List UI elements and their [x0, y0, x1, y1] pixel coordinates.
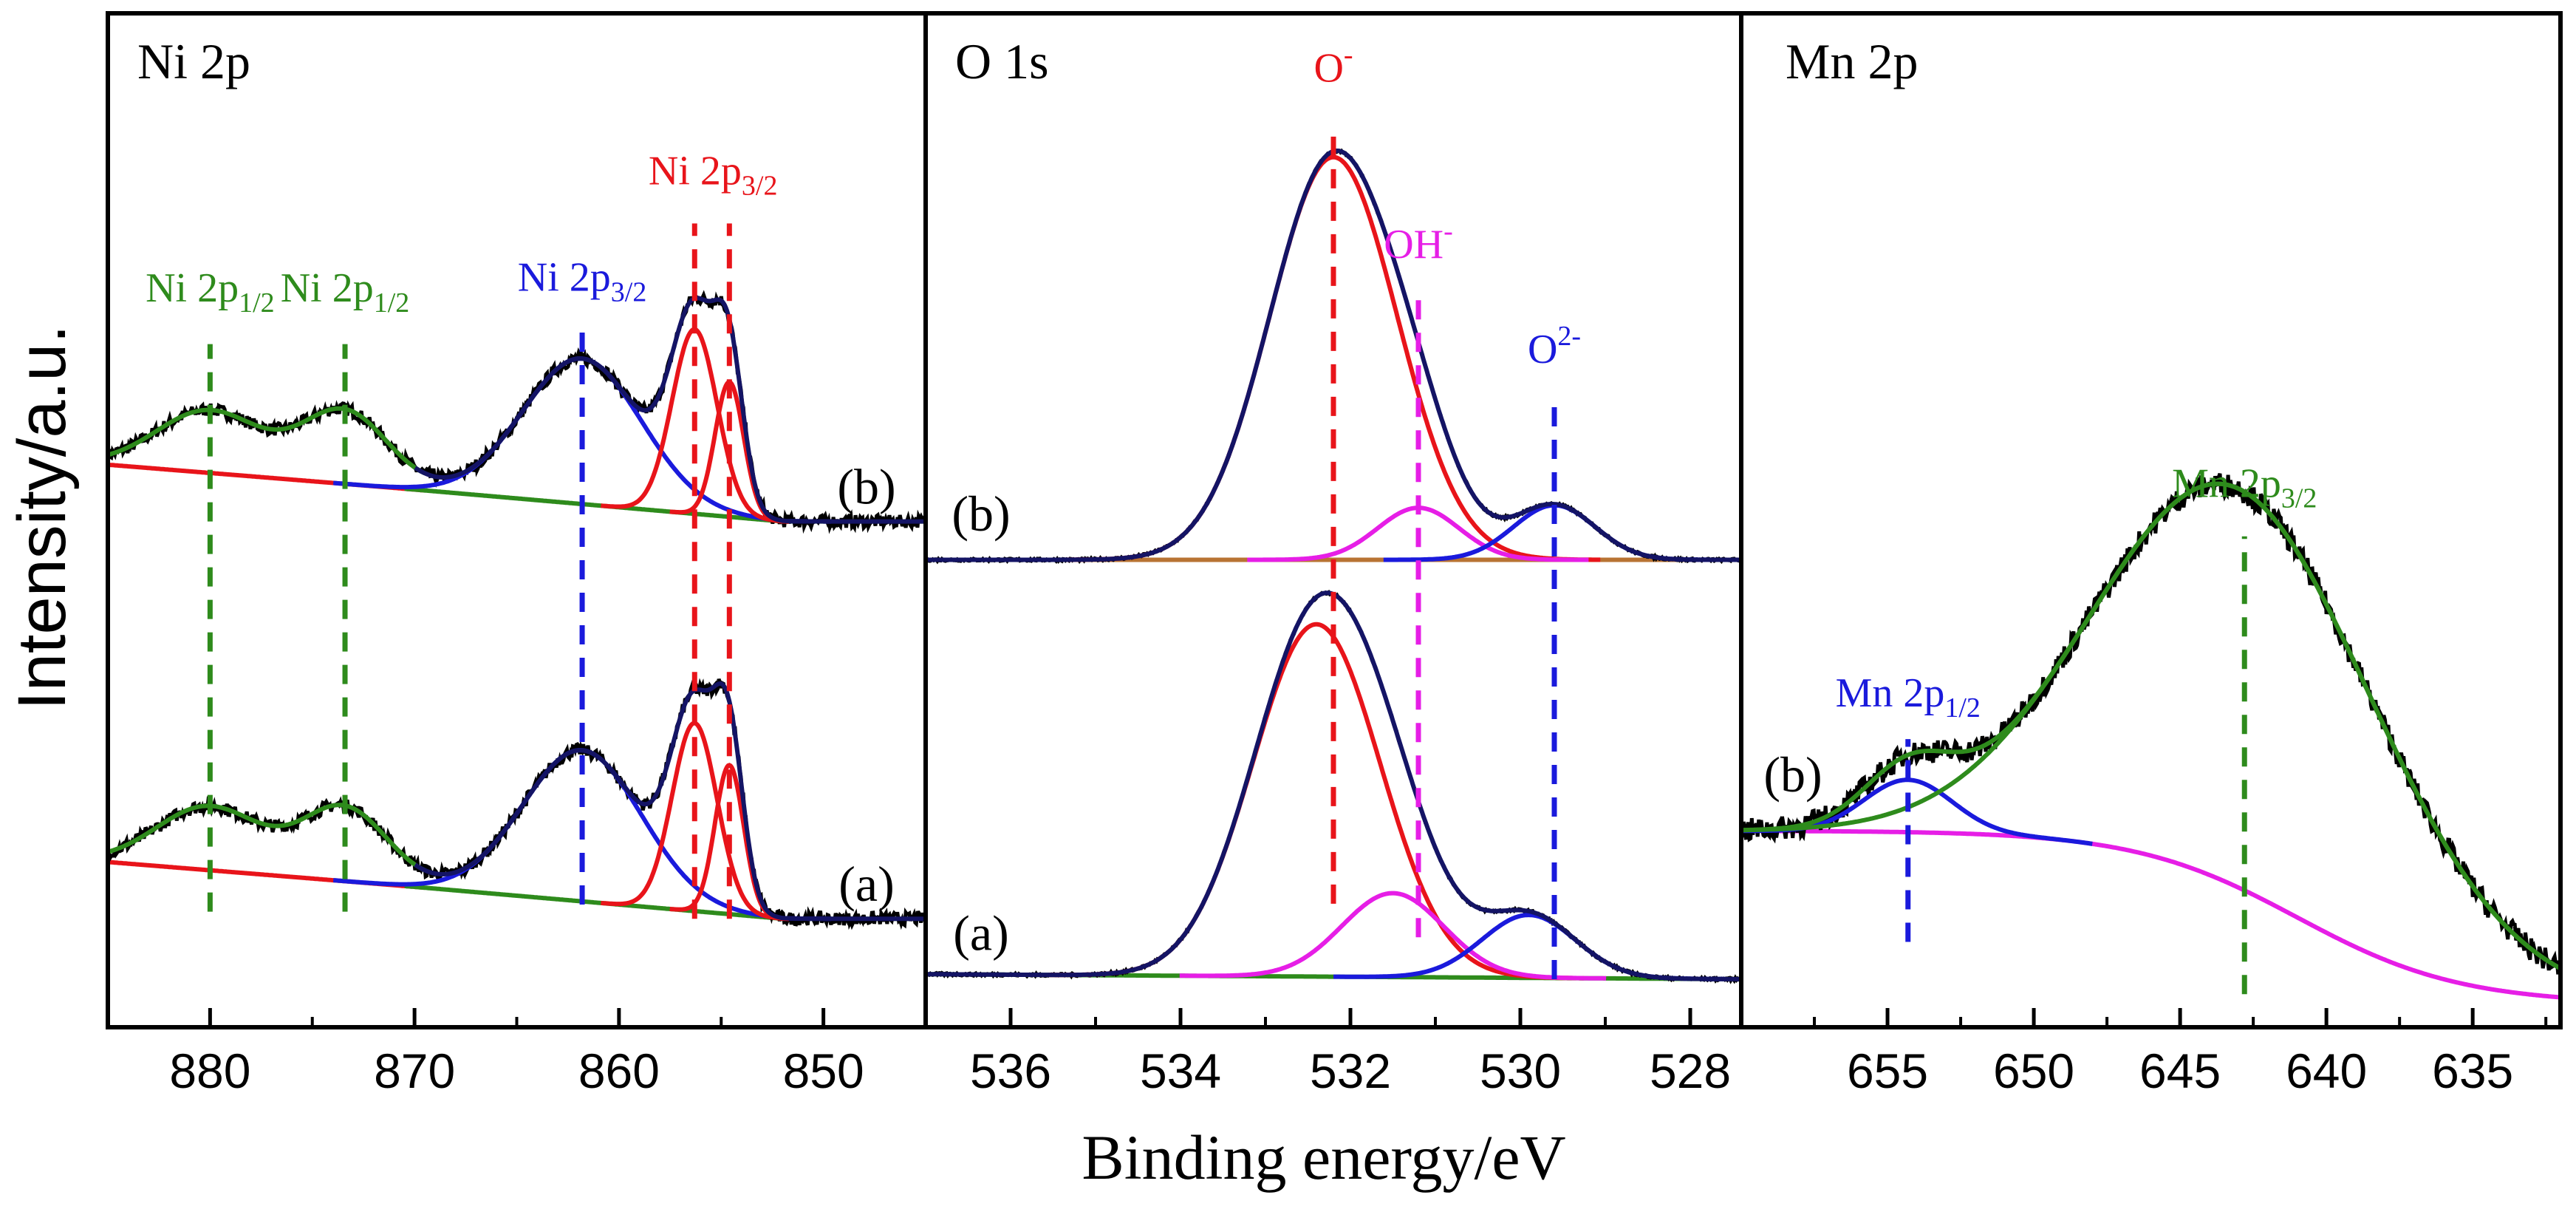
x-tick-label-635: 635: [2432, 1044, 2513, 1098]
panel-frame: [1739, 11, 2563, 1029]
x-axis-label: Binding energy/eV: [1082, 1122, 1565, 1193]
x-tick-label-850: 850: [783, 1044, 864, 1098]
annotation-oh-1: OH-: [1384, 216, 1453, 268]
spectrum-label-b: (b): [952, 486, 1010, 542]
fit-envelope-right: [414, 296, 926, 524]
spectrum-b: [1741, 473, 2560, 1000]
panel-title-mn-2p: Mn 2p: [1786, 33, 1918, 89]
panel-ni-2p: (b)(a)Ni 2p1/2 Ni 2p1/2Ni 2p3/2Ni 2p3/2Ni…: [106, 11, 928, 1098]
x-tick-label-530: 530: [1480, 1044, 1561, 1098]
x-tick-label-645: 645: [2139, 1044, 2221, 1098]
spectrum-label-b: (b): [837, 459, 895, 515]
x-tick-label-870: 870: [374, 1044, 455, 1098]
panel-title-o-1s: O 1s: [955, 33, 1049, 89]
x-tick-label-880: 880: [169, 1044, 250, 1098]
fit-envelope: [1741, 481, 2560, 971]
x-tick-label-536: 536: [970, 1044, 1051, 1098]
spectrum-label-b: (b): [1763, 746, 1822, 803]
x-tick-label-528: 528: [1650, 1044, 1731, 1098]
x-tick-label-534: 534: [1140, 1044, 1221, 1098]
x-tick-label-650: 650: [1993, 1044, 2074, 1098]
y-axis-label: Intensity/a.u.: [4, 324, 80, 710]
spectrum-label-a: (a): [953, 905, 1008, 961]
fit-envelope-right: [414, 681, 926, 922]
fit-envelope-left: [108, 406, 426, 475]
plot-area-mn-2p: [1741, 473, 2560, 1000]
x-tick-label-532: 532: [1310, 1044, 1391, 1098]
x-tick-label-860: 860: [578, 1044, 660, 1098]
spectrum-label-a: (a): [838, 856, 894, 912]
x-tick-label-655: 655: [1847, 1044, 1928, 1098]
fit-envelope-left: [108, 803, 426, 873]
peak-oh-1: [1179, 891, 1607, 981]
background-line: [1741, 828, 2560, 1000]
panel-title-ni-2p: Ni 2p: [137, 33, 250, 89]
x-tick-label-640: 640: [2286, 1044, 2367, 1098]
